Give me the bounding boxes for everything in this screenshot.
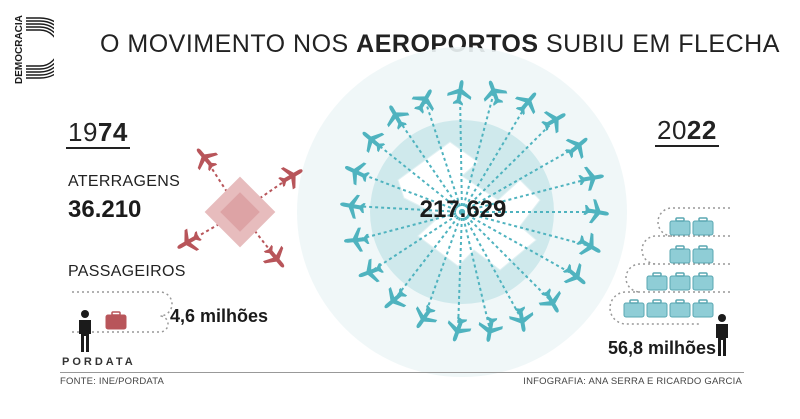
person-icon [79,310,91,352]
credit-text: INFOGRAFIA: ANA SERRA E RICARDO GARCIA [523,376,742,387]
person-icon-2022 [716,314,728,356]
passengers-2022-value: 56,8 milhões [608,338,717,358]
year-1974-bold: 74 [97,117,128,147]
airport-2022-graphic [297,47,627,377]
passengers-2022-graphic [609,207,730,356]
airport-1974-graphic [171,141,309,275]
footer-divider [60,372,744,373]
year-2022-prefix: 20 [657,115,687,145]
landings-1974-value: 36.210 [68,196,142,223]
title-suffix: SUBIU EM FLECHA [538,30,780,58]
pordata-logo: PORDATA [62,356,136,368]
passengers-1974-value: 4,6 milhões [170,306,269,326]
year-2022-bold: 22 [686,115,717,145]
luggage-icon [105,311,127,330]
passengers-1974-graphic [72,291,173,352]
landings-label: ATERRAGENS [68,173,181,190]
title-prefix: O MOVIMENTO NOS [100,30,357,58]
year-2022: 2022 [655,116,719,147]
year-1974-prefix: 19 [68,117,98,147]
year-1974: 1974 [66,118,130,149]
source-text: FONTE: INE/PORDATA [60,376,165,387]
airport-2022-routes [351,91,597,331]
landings-2022-value: 217.629 [419,196,507,223]
democracia-logo: DEMOCRACIA [14,15,54,84]
passengers-label: PASSAGEIROS [68,263,186,280]
airport-2022-terminal [397,141,541,271]
logo-text: DEMOCRACIA [14,15,25,84]
luggage-icons-2022 [623,217,714,318]
